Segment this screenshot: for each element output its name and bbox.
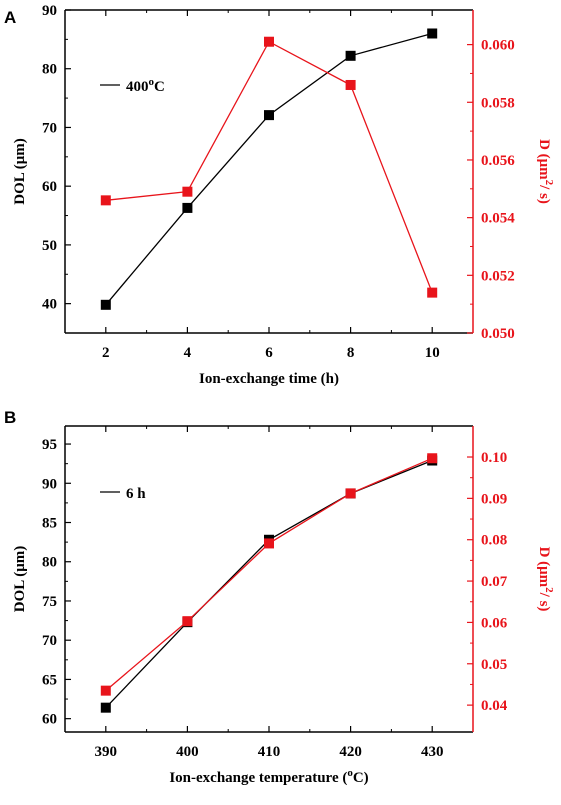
y-right-axis-title-part-1: 2 [543, 180, 555, 186]
legend-label-part-2: C [154, 79, 165, 95]
y-left-tick-label: 80 [42, 555, 57, 571]
y-left-tick-label: 40 [42, 297, 57, 313]
data-point-right [100, 685, 111, 696]
data-point-right [345, 488, 356, 499]
y-left-tick-label: 80 [42, 62, 57, 78]
y-left-tick-label: 90 [42, 476, 57, 492]
chart-a-svg: 2 4 6 8 10 40 50 60 70 80 90 0.050 0.052 0.054 0.056 0.… [12, 3, 555, 387]
x-axis-title: Ion-exchange time (h) [199, 371, 339, 387]
y-left-tick-label: 95 [42, 437, 57, 453]
panel-label-b: B [4, 408, 17, 427]
data-point-left [264, 110, 274, 121]
data-point-right [100, 195, 111, 206]
y-right-axis-title-part-2: / s) [536, 184, 552, 204]
y-left-tick-label: 90 [42, 3, 57, 19]
legend-label-part-0: 400 [126, 79, 149, 95]
data-point-left [427, 28, 438, 39]
y-left-tick-label: 60 [42, 179, 57, 195]
y-right-tick-label: 0.08 [481, 533, 507, 549]
y-right-axis-title-part-0: D (μm [536, 547, 552, 588]
y-right-tick-label: 0.10 [481, 450, 507, 466]
y-left-tick-label: 60 [42, 712, 57, 728]
data-point-left [100, 702, 111, 713]
y-left-tick-label: 70 [42, 120, 57, 136]
y-right-tick-label: 0.04 [481, 698, 508, 714]
y-right-tick-label: 0.056 [481, 153, 515, 169]
series-line-left [105, 459, 433, 709]
panel-label-a: A [4, 8, 17, 27]
x-tick-label: 430 [421, 744, 444, 760]
x-axis-title: Ion-exchange temperature (oC) [169, 767, 368, 786]
y-right-tick-label: 0.052 [481, 268, 515, 284]
y-left-tick-label: 50 [42, 238, 57, 254]
x-tick-label: 10 [425, 345, 440, 361]
legend-label-part-0: 6 h [126, 486, 146, 502]
legend-label: 400oC [126, 76, 165, 95]
y-left-tick-label: 85 [42, 516, 57, 532]
chart-panel-a: A 2 4 6 8 10 40 50 60 70 80 90 0.050 0.052 0.054 0.056… [0, 0, 561, 400]
x-axis-title-part-2: C) [353, 770, 369, 786]
x-tick-label: 8 [347, 345, 355, 361]
y-right-axis-title-part-0: D (μm [536, 139, 552, 180]
y-right-axis-title-part-2: / s) [536, 592, 552, 612]
data-point-left [182, 202, 193, 213]
y-right-tick-label: 0.09 [481, 491, 507, 507]
data-point-right [264, 36, 274, 47]
y-left-axis-title: DOL (μm) [12, 138, 28, 204]
data-point-right [182, 186, 193, 197]
data-point-left [100, 299, 111, 310]
chart-panel-b: B 390 400 410 420 430 60 65 70 75 80 85 90 95 0.04 0.0… [0, 400, 561, 805]
x-tick-label: 4 [184, 345, 192, 361]
y-right-tick-label: 0.058 [481, 95, 515, 111]
y-left-tick-label: 75 [42, 594, 57, 610]
legend-label-part-1: o [149, 76, 155, 88]
y-right-tick-label: 0.07 [481, 574, 508, 590]
chart-b-svg: 390 400 410 420 430 60 65 70 75 80 85 90 95 0.04 0.05 0… [12, 425, 555, 786]
data-point-right [182, 616, 193, 627]
data-point-right [427, 453, 438, 464]
x-tick-label: 6 [265, 345, 273, 361]
y-right-axis-title-part-1: 2 [543, 587, 555, 593]
y-right-axis-title: D (μm2/ s) [536, 547, 555, 612]
y-left-axis-title: DOL (μm) [12, 546, 28, 612]
x-tick-label: 400 [176, 744, 199, 760]
data-point-right [264, 538, 274, 549]
data-point-right [427, 287, 438, 298]
x-axis-title-part-0: Ion-exchange temperature ( [169, 770, 347, 786]
x-axis-title-part-1: o [347, 767, 353, 779]
x-tick-label: 410 [258, 744, 281, 760]
x-tick-label: 420 [339, 744, 362, 760]
y-left-tick-label: 65 [42, 672, 57, 688]
data-point-left [345, 50, 356, 61]
x-tick-label: 390 [95, 744, 118, 760]
y-right-axis-title: D (μm2/ s) [536, 139, 555, 204]
data-point-right [345, 79, 356, 90]
y-right-tick-label: 0.050 [481, 326, 515, 342]
y-right-tick-label: 0.054 [481, 211, 515, 227]
x-tick-label: 2 [102, 345, 110, 361]
y-right-tick-label: 0.05 [481, 657, 507, 673]
legend-label: 6 h [126, 486, 146, 502]
y-right-tick-label: 0.060 [481, 38, 515, 54]
y-right-tick-label: 0.06 [481, 615, 508, 631]
y-left-tick-label: 70 [42, 633, 57, 649]
